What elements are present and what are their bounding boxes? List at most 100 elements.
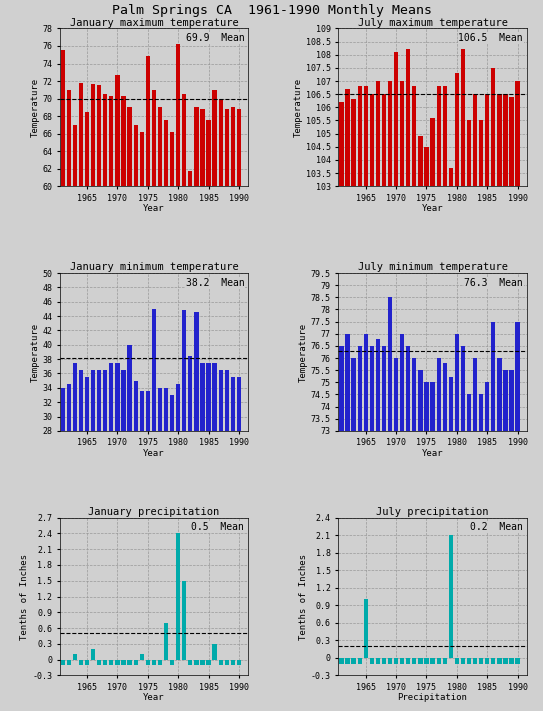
Bar: [79, 370, 83, 631]
Bar: [158, 660, 162, 665]
Bar: [485, 94, 489, 711]
Bar: [339, 102, 344, 711]
Bar: [382, 346, 386, 711]
Bar: [345, 658, 350, 664]
Bar: [115, 660, 119, 665]
Bar: [388, 81, 392, 711]
Bar: [73, 125, 77, 711]
Bar: [91, 649, 95, 660]
Bar: [479, 658, 483, 664]
Bar: [200, 109, 205, 711]
Bar: [412, 86, 416, 711]
Bar: [503, 94, 508, 711]
Bar: [400, 333, 405, 711]
Bar: [503, 658, 508, 664]
Bar: [97, 85, 102, 711]
Bar: [376, 338, 380, 711]
Bar: [128, 107, 132, 711]
Bar: [382, 658, 386, 664]
Text: 38.2  Mean: 38.2 Mean: [186, 278, 244, 288]
Bar: [418, 137, 422, 711]
Bar: [67, 90, 71, 711]
Bar: [231, 377, 235, 631]
Bar: [412, 358, 416, 711]
Bar: [364, 333, 368, 711]
Bar: [206, 120, 211, 711]
Bar: [225, 660, 229, 665]
Bar: [134, 125, 138, 711]
Bar: [79, 660, 83, 665]
Bar: [515, 658, 520, 664]
Bar: [146, 660, 150, 665]
Bar: [437, 358, 441, 711]
Bar: [151, 90, 156, 711]
Text: 76.3  Mean: 76.3 Mean: [464, 278, 523, 288]
Bar: [164, 120, 168, 711]
Bar: [357, 346, 362, 711]
Bar: [188, 660, 192, 665]
Bar: [182, 581, 186, 660]
Bar: [67, 660, 71, 665]
Bar: [115, 363, 119, 631]
Text: Palm Springs CA  1961-1990 Monthly Means: Palm Springs CA 1961-1990 Monthly Means: [111, 4, 432, 16]
Title: January precipitation: January precipitation: [89, 507, 219, 517]
Y-axis label: Temperature: Temperature: [30, 77, 39, 137]
Bar: [357, 86, 362, 711]
Bar: [509, 97, 514, 711]
Bar: [79, 82, 83, 711]
Bar: [219, 660, 223, 665]
Bar: [412, 658, 416, 664]
Bar: [158, 387, 162, 631]
X-axis label: Year: Year: [143, 204, 165, 213]
Bar: [109, 363, 113, 631]
Bar: [351, 658, 356, 664]
Bar: [351, 100, 356, 711]
Text: 106.5  Mean: 106.5 Mean: [458, 33, 523, 43]
Bar: [437, 658, 441, 664]
Bar: [479, 395, 483, 711]
Bar: [376, 658, 380, 664]
Bar: [491, 68, 495, 711]
Bar: [400, 81, 405, 711]
Bar: [188, 356, 192, 631]
Bar: [473, 358, 477, 711]
Bar: [146, 56, 150, 711]
Text: 0.5  Mean: 0.5 Mean: [191, 523, 244, 533]
Bar: [170, 132, 174, 711]
Bar: [473, 658, 477, 664]
Bar: [406, 50, 411, 711]
Bar: [345, 333, 350, 711]
Bar: [91, 370, 95, 631]
Title: July maximum temperature: July maximum temperature: [357, 18, 508, 28]
Bar: [212, 644, 217, 660]
Bar: [67, 384, 71, 631]
Bar: [461, 50, 465, 711]
Bar: [134, 660, 138, 665]
Bar: [370, 346, 374, 711]
Bar: [449, 535, 453, 658]
Bar: [443, 86, 447, 711]
Bar: [418, 370, 422, 711]
Bar: [61, 50, 65, 711]
Bar: [91, 84, 95, 711]
Bar: [497, 358, 502, 711]
Bar: [437, 86, 441, 711]
Bar: [151, 309, 156, 631]
Bar: [454, 333, 459, 711]
Bar: [461, 658, 465, 664]
Text: 69.9  Mean: 69.9 Mean: [186, 33, 244, 43]
Bar: [431, 118, 435, 711]
Bar: [345, 89, 350, 711]
Bar: [351, 358, 356, 711]
Bar: [443, 658, 447, 664]
Bar: [364, 599, 368, 658]
Bar: [485, 658, 489, 664]
Bar: [109, 96, 113, 711]
Bar: [370, 658, 374, 664]
Bar: [497, 94, 502, 711]
Bar: [73, 363, 77, 631]
Bar: [219, 99, 223, 711]
Bar: [103, 370, 108, 631]
Bar: [176, 533, 180, 660]
Bar: [388, 658, 392, 664]
